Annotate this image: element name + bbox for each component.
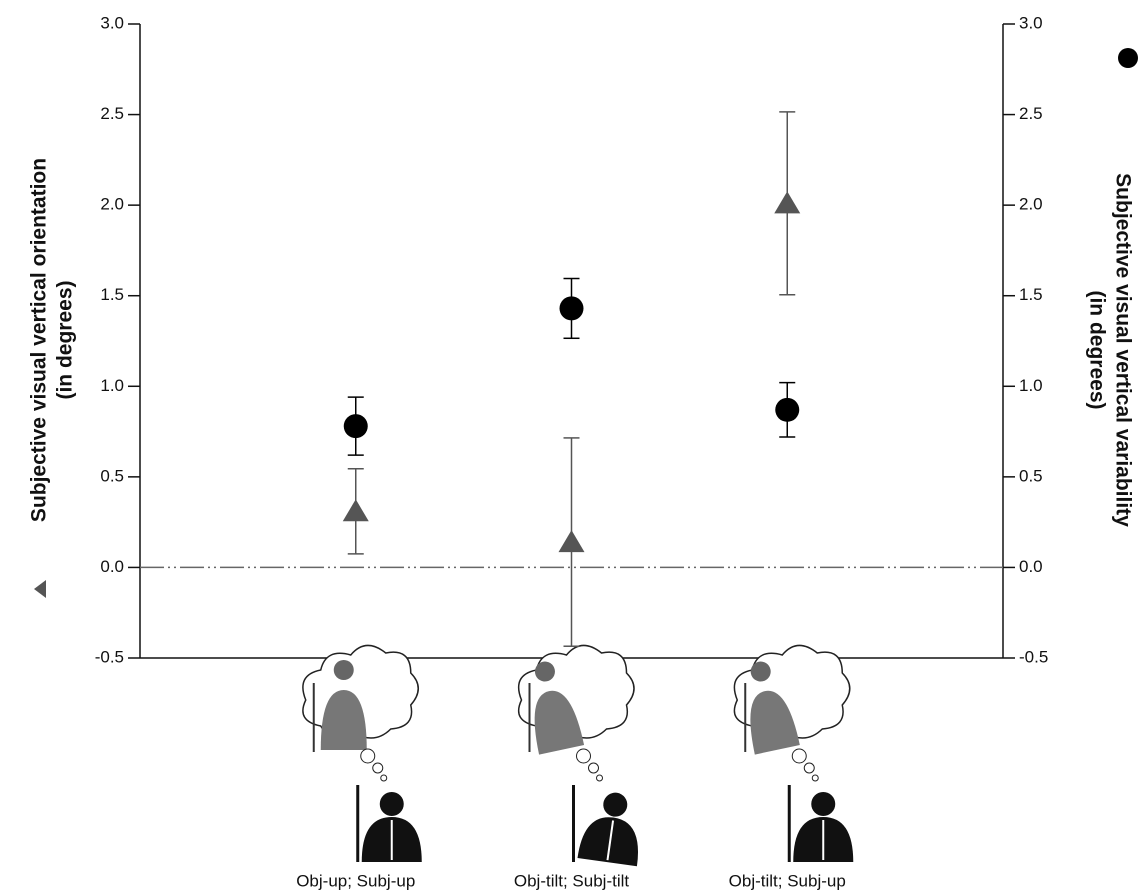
y2-tick-label: 1.0 bbox=[1019, 376, 1043, 395]
y-tick-label: 2.5 bbox=[100, 104, 124, 123]
bubble bbox=[381, 775, 387, 781]
person bbox=[578, 789, 647, 867]
y-tick-label: 0.5 bbox=[100, 466, 124, 485]
y-axis-label: (in degrees) bbox=[54, 280, 77, 399]
y-tick-label: 3.0 bbox=[100, 13, 124, 32]
circle-point bbox=[775, 398, 799, 422]
y-axis-label: Subjective visual vertical orientation bbox=[28, 158, 51, 522]
y2-axis-label: (in degrees) bbox=[1085, 290, 1108, 409]
y2-tick-label: -0.5 bbox=[1019, 647, 1048, 666]
x-tick-label: Obj-tilt; Subj-up bbox=[729, 871, 846, 890]
head bbox=[811, 792, 835, 816]
bubble bbox=[812, 775, 818, 781]
head bbox=[602, 791, 629, 818]
triangle-point bbox=[343, 499, 369, 521]
y2-tick-label: 1.5 bbox=[1019, 285, 1043, 304]
person bbox=[362, 792, 422, 862]
triangle-point bbox=[559, 530, 585, 552]
y-tick-label: 2.0 bbox=[100, 195, 124, 214]
y2-tick-label: 0.5 bbox=[1019, 466, 1043, 485]
condition-icon bbox=[519, 645, 647, 866]
y2-tick-label: 2.0 bbox=[1019, 195, 1043, 214]
condition-icon bbox=[303, 645, 422, 862]
y-tick-label: 0.0 bbox=[100, 557, 124, 576]
circle-legend-marker bbox=[1118, 48, 1138, 68]
x-tick-label: Obj-tilt; Subj-tilt bbox=[514, 871, 630, 890]
condition-icon bbox=[734, 645, 853, 862]
y2-tick-label: 0.0 bbox=[1019, 557, 1043, 576]
head bbox=[334, 660, 354, 680]
bubble bbox=[804, 763, 814, 773]
triangle-point bbox=[774, 191, 800, 213]
y2-axis-label: Subjective visual vertical variability bbox=[1111, 173, 1134, 527]
right-axis-label: Subjective visual vertical variability (… bbox=[1085, 48, 1138, 527]
y2-tick-label: 2.5 bbox=[1019, 104, 1043, 123]
bubble bbox=[373, 763, 383, 773]
y-tick-label: 1.5 bbox=[100, 285, 124, 304]
circle-point bbox=[560, 296, 584, 320]
left-axis-label: Subjective visual vertical orientation (… bbox=[28, 158, 77, 598]
circle-point bbox=[344, 414, 368, 438]
x-tick-label: Obj-up; Subj-up bbox=[296, 871, 415, 890]
y-tick-label: 1.0 bbox=[100, 376, 124, 395]
bubble bbox=[361, 749, 375, 763]
y2-tick-label: 3.0 bbox=[1019, 13, 1043, 32]
chart: Subjective visual vertical orientation (… bbox=[0, 0, 1148, 896]
person bbox=[793, 792, 853, 862]
y-tick-label: -0.5 bbox=[95, 647, 124, 666]
triangle-legend-marker bbox=[34, 580, 46, 598]
bubble bbox=[597, 775, 603, 781]
bubble bbox=[792, 749, 806, 763]
head bbox=[380, 792, 404, 816]
bubble bbox=[577, 749, 591, 763]
bubble bbox=[589, 763, 599, 773]
